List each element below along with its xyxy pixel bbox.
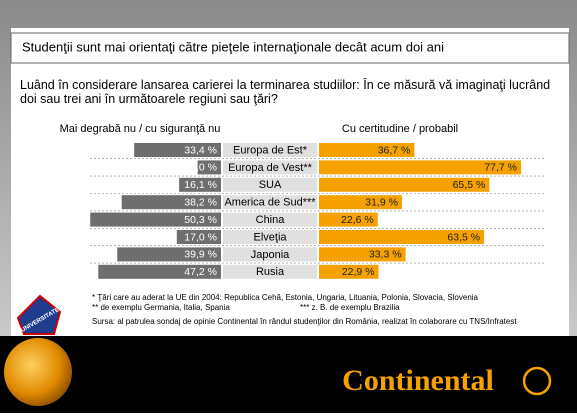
bar-positive: [319, 177, 490, 192]
value-label: 22,6 %: [341, 214, 374, 226]
value-label: 77,7 %: [484, 162, 517, 174]
question: Luând în considerare lansarea carierei l…: [20, 78, 551, 106]
bar-negative: [176, 230, 221, 244]
category-label: America de Sud***: [224, 197, 316, 209]
category-label: Europa de Vest**: [228, 162, 313, 174]
bar-negative: [121, 195, 221, 210]
category-box: [223, 177, 317, 192]
bar-positive: [319, 264, 379, 279]
bar-positive: [319, 143, 415, 157]
bar-negative: [197, 160, 221, 175]
value-label: 47,2 %: [184, 266, 217, 278]
value-label: 36,7 %: [378, 144, 411, 156]
title-box: [10, 32, 570, 64]
value-label: 16,1 %: [184, 179, 217, 191]
value-label: 50,3 %: [184, 214, 217, 226]
category-box: [223, 212, 317, 227]
value-label: 9,0 %: [190, 162, 217, 174]
footnote: * Ţări care au aderat la UE din 2004: Re…: [92, 293, 479, 302]
value-label: 38,2 %: [184, 196, 217, 208]
category-label: China: [256, 214, 286, 226]
category-label: Elveţia: [253, 231, 287, 243]
value-label: 22,9 %: [342, 266, 375, 278]
category-label: Europa de Est*: [233, 144, 308, 156]
category-label: SUA: [259, 179, 282, 191]
brand-logo: Continental: [342, 364, 494, 397]
bar-positive: [319, 247, 406, 262]
bar-negative: [179, 177, 221, 192]
chart-title: Studenţii sunt mai orientaţi către pieţe…: [22, 39, 444, 54]
footnote: *** z. B. de exemplu Brazilia: [300, 303, 400, 312]
bar-positive: [319, 160, 522, 175]
footnote: ** de exemplu Germania, Italia, Spania: [92, 303, 230, 312]
category-box: [223, 160, 317, 175]
value-label: 39,9 %: [184, 249, 217, 261]
bar-negative: [134, 143, 221, 157]
category-box: [223, 230, 317, 244]
globe-icon: [4, 338, 72, 406]
source: Sursa: al patrulea sondaj de opinie Cont…: [92, 317, 517, 326]
value-label: 31,9 %: [365, 196, 398, 208]
value-label: 63,5 %: [447, 231, 480, 243]
right-header: Cu certitudine / probabil: [342, 123, 458, 135]
left-header: Mai degrabă nu / cu siguranţă nu: [60, 123, 221, 135]
question-box: Luând în considerare lansarea carierei l…: [20, 78, 551, 106]
bar-negative: [90, 212, 221, 227]
category-box: [223, 247, 317, 262]
footer-band: [0, 336, 577, 413]
category-label: Rusia: [256, 266, 285, 278]
category-box: [223, 143, 317, 157]
bar-negative: [117, 247, 221, 262]
value-label: 33,3 %: [369, 249, 402, 261]
value-label: 17,0 %: [184, 231, 217, 243]
bar-negative: [98, 264, 221, 279]
badge: [16, 294, 62, 335]
bar-positive: [319, 230, 485, 244]
value-label: 65,5 %: [453, 179, 486, 191]
bar-positive: [319, 195, 402, 210]
bar-positive: [319, 212, 378, 227]
value-label: 33,4 %: [184, 144, 217, 156]
brand-horse: [522, 366, 552, 396]
category-box: [223, 264, 317, 279]
category-box: [223, 195, 317, 210]
category-label: Japonia: [251, 249, 290, 261]
